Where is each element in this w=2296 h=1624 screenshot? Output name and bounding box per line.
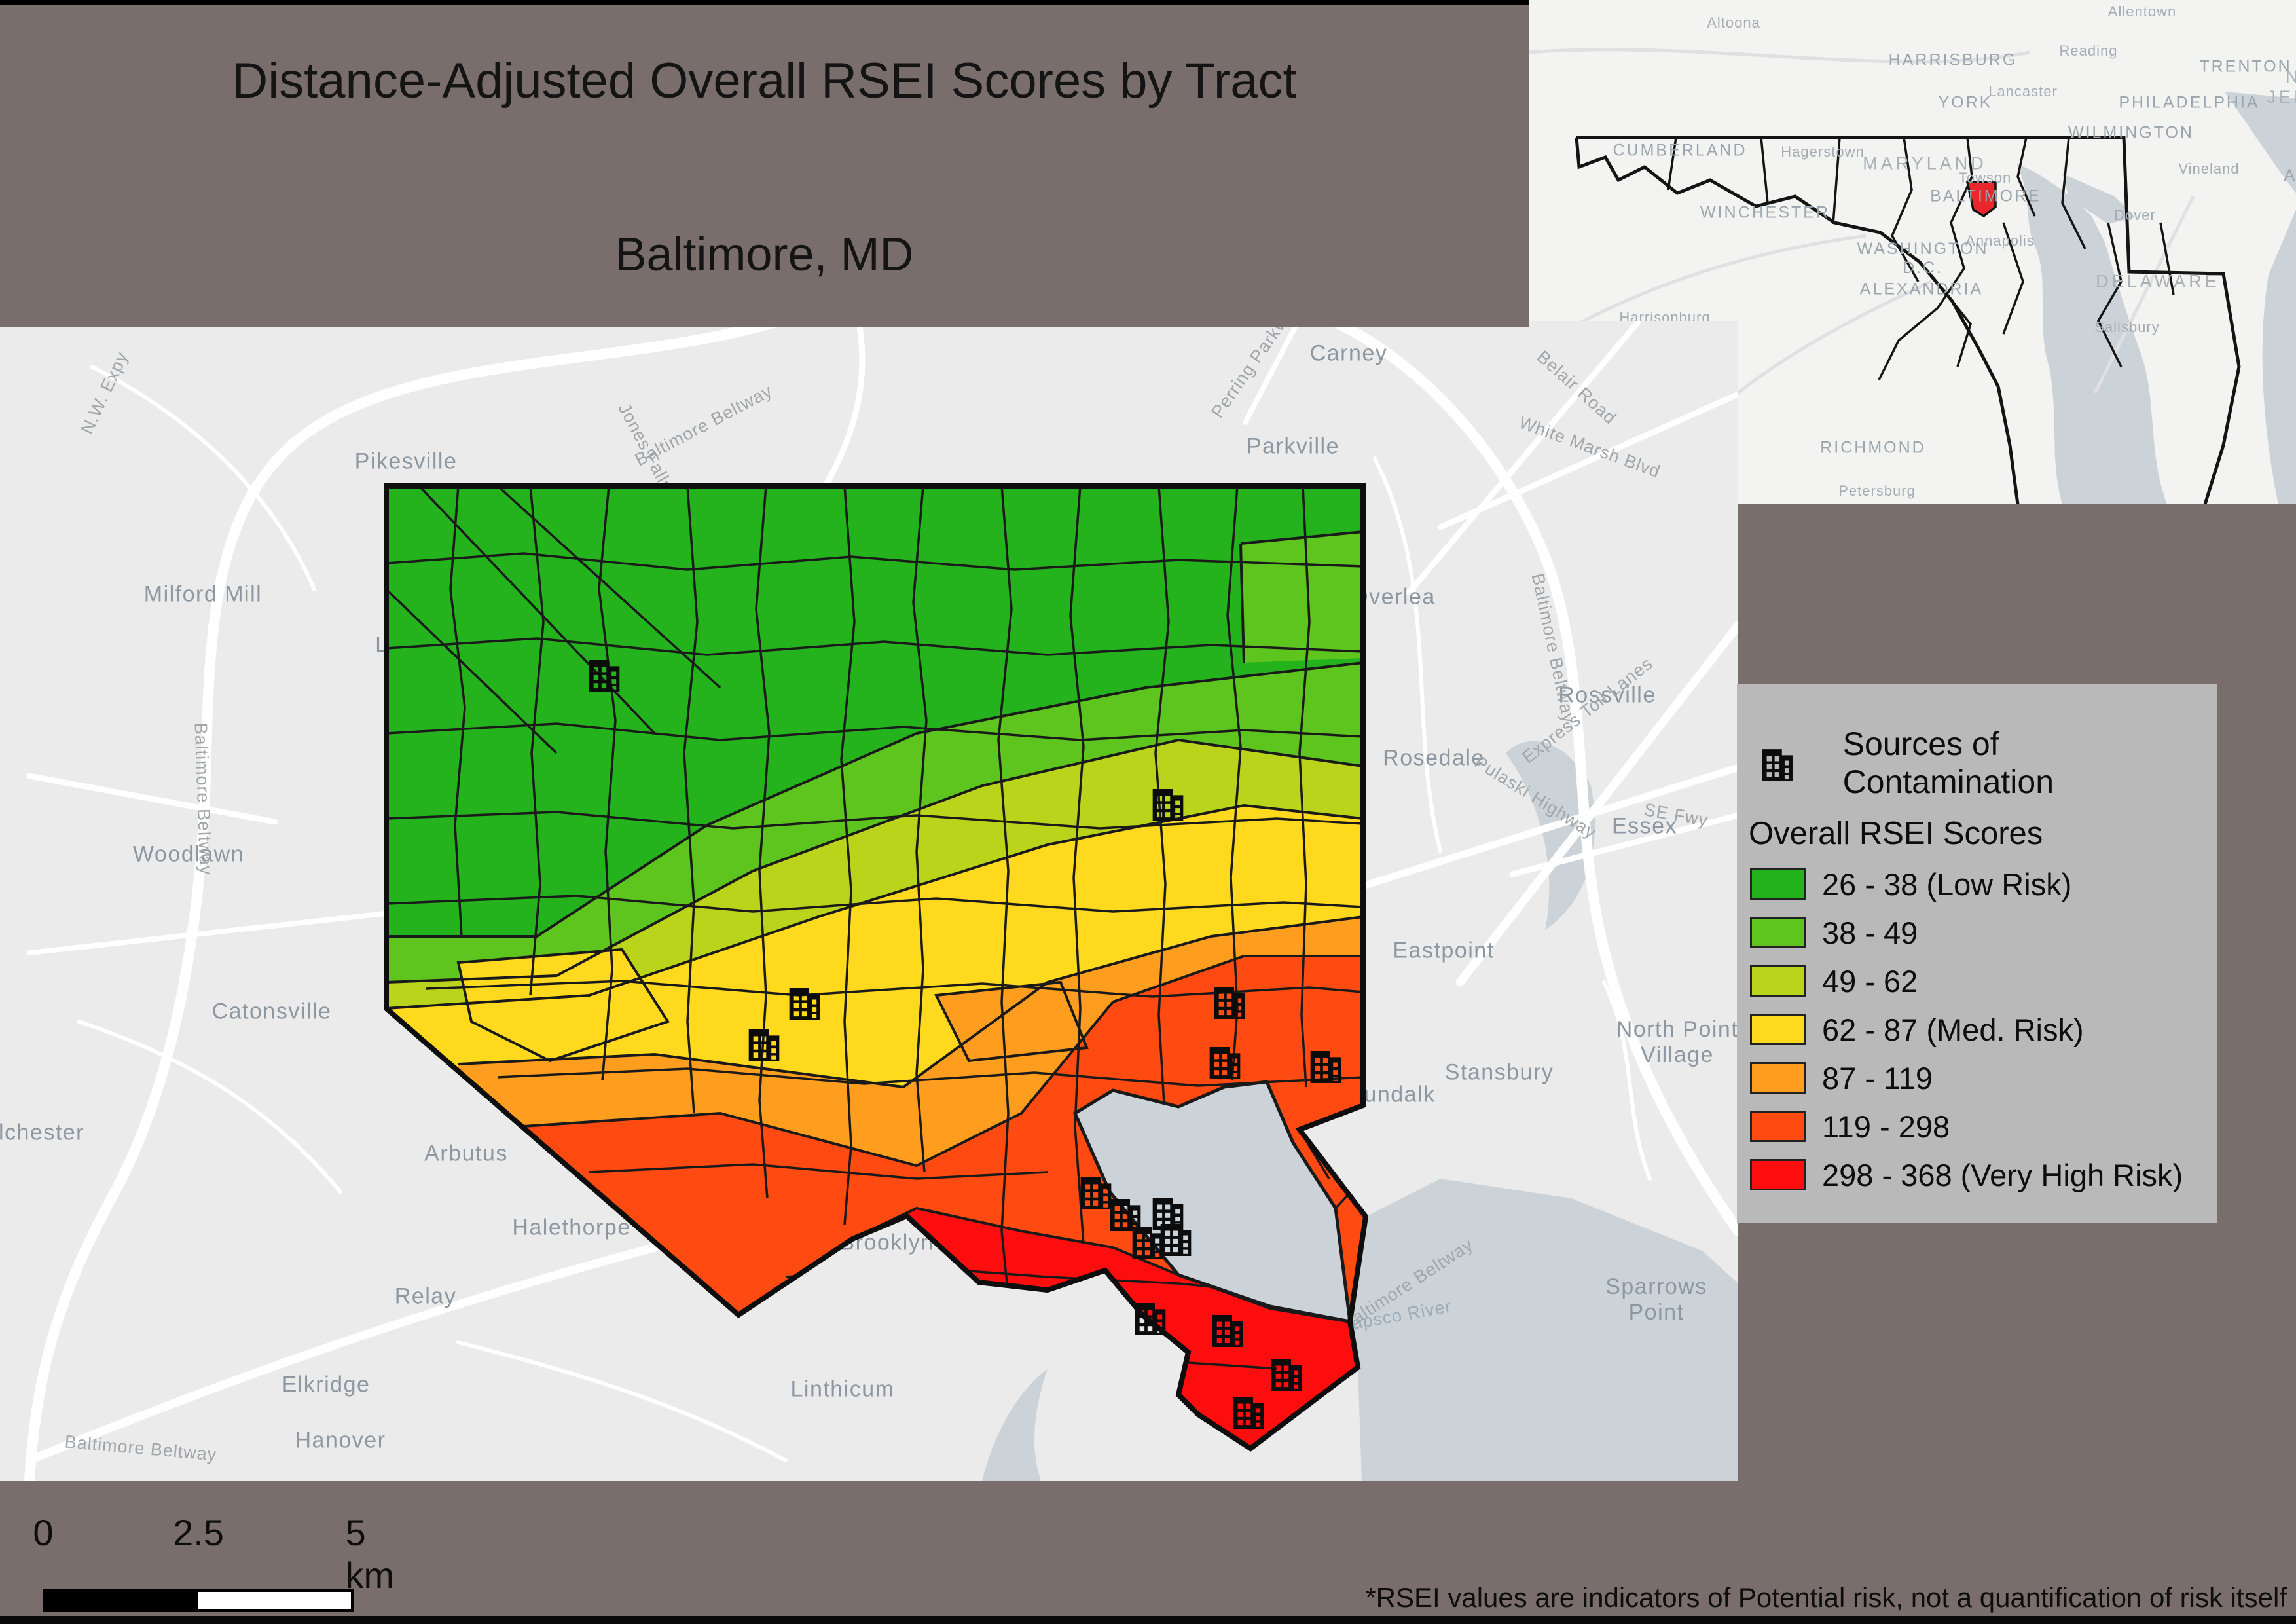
inset-water (2016, 92, 2296, 504)
legend-label: 26 - 38 (Low Risk) (1822, 866, 2072, 902)
legend-swatch (1750, 1159, 1806, 1190)
bottom-border (0, 1616, 2296, 1624)
scale-bar: 0 2.5 5 km (0, 1500, 458, 1624)
legend-heading: Overall RSEI Scores (1749, 816, 2043, 851)
inset-label: RICHMOND (1820, 438, 1926, 457)
inset-label: Petersburg (1838, 483, 1916, 499)
scale-tick-5km: 5 km (345, 1512, 395, 1596)
inset-state-borders (1575, 136, 2241, 504)
inset-label: TRENTON (2199, 57, 2292, 76)
inset-label: Reading (2059, 43, 2118, 59)
inset-label: Allentown (2107, 3, 2177, 20)
inset-label: HARRISBURG (1888, 50, 2018, 69)
legend-swatch (1750, 868, 1806, 900)
inset-label: WILMINGTON (2068, 123, 2195, 142)
legend-swatch (1750, 1014, 1806, 1045)
legend-item: 298 - 368 (Very High Risk) (1750, 1151, 2183, 1199)
scale-bar-graphic (43, 1589, 354, 1612)
legend-item: 62 - 87 (Med. Risk) (1750, 1005, 2183, 1054)
basemap-water (632, 181, 1738, 1481)
legend-label: 49 - 62 (1822, 963, 1918, 999)
legend-item: 119 - 298 (1750, 1102, 2183, 1151)
legend-item: 26 - 38 (Low Risk) (1750, 860, 2183, 908)
inset-label: BALTIMORE (1930, 187, 2041, 206)
scale-tick-2-5: 2.5 (173, 1512, 224, 1553)
inset-label: Annapolis (1965, 232, 2035, 249)
legend-swatch (1750, 965, 1806, 997)
map-subtitle: Baltimore, MD (615, 229, 914, 281)
inset-label: Dover (2114, 207, 2156, 223)
scale-bar-filled-half (45, 1592, 198, 1609)
inset-label: DELAWARE (2096, 271, 2220, 291)
legend-item: 49 - 62 (1750, 957, 2183, 1005)
legend-label: 298 - 368 (Very High Risk) (1822, 1157, 2183, 1192)
basemap-roads (24, 317, 1743, 1486)
inset-label: YORK (1938, 93, 1993, 112)
map-title: Distance-Adjusted Overall RSEI Scores by… (232, 53, 1297, 109)
inset-label: Altoona (1707, 14, 1760, 31)
inset-label: PHILADELPHIA (2119, 93, 2260, 112)
harbor-water (1072, 1080, 1352, 1324)
tract-lines (386, 486, 1364, 1370)
inset-label: WINCHESTER (1700, 203, 1831, 222)
building-icon (1759, 738, 1796, 788)
footnote: *RSEI values are indicators of Potential… (1365, 1582, 2287, 1613)
legend-label: 87 - 119 (1822, 1060, 1933, 1096)
inset-label: Salisbury (2094, 319, 2160, 335)
legend-sources-label: Sources of Contamination (1842, 726, 2054, 800)
inset-label: CUMBERLAND (1613, 141, 1747, 160)
inset-label: Hagerstown (1781, 143, 1865, 160)
inset-baltimore-highlight (1965, 181, 1997, 218)
legend: Sources of Contamination Overall RSEI Sc… (1737, 684, 2217, 1223)
inset-label: NEW JERSEY (2267, 67, 2296, 107)
legend-sources-row: Sources of Contamination (1759, 725, 2217, 801)
legend-swatch (1750, 1111, 1806, 1142)
legend-item: 87 - 119 (1750, 1054, 2183, 1102)
legend-swatch (1750, 917, 1806, 948)
inset-label: Lancaster (1988, 83, 2058, 100)
inset-label: Towson (1958, 170, 2012, 186)
scale-tick-0: 0 (33, 1512, 54, 1553)
legend-item: 38 - 49 (1750, 908, 2183, 957)
legend-label: 119 - 298 (1822, 1109, 1950, 1144)
legend-items: 26 - 38 (Low Risk) 38 - 49 49 - 62 62 - 87 … (1750, 860, 2183, 1199)
inset-label: ALEXANDRIA (1859, 280, 1984, 299)
title-block: Distance-Adjusted Overall RSEI Scores by… (0, 0, 1529, 327)
inset-label: MARYLAND (1863, 153, 1987, 174)
inset-label: ATLANTIC CITY (2284, 166, 2296, 185)
inset-label: WASHINGTON D.C. (1857, 240, 1989, 277)
inset-label: Vineland (2178, 160, 2240, 177)
city-boundary (384, 483, 1369, 1452)
legend-label: 38 - 49 (1822, 915, 1918, 950)
legend-swatch (1750, 1062, 1806, 1094)
legend-label: 62 - 87 (Med. Risk) (1822, 1012, 2084, 1047)
